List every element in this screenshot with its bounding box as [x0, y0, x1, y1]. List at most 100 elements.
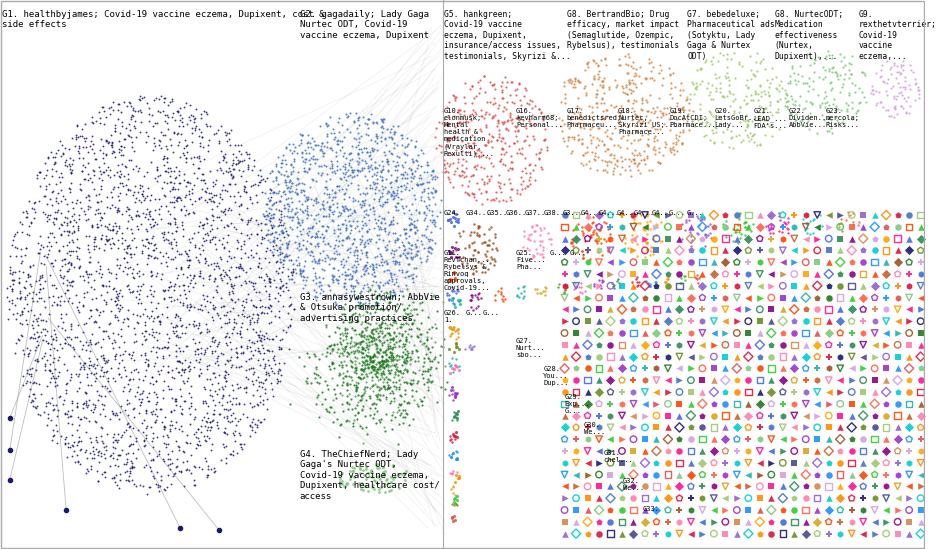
Text: G26.
1.: G26. 1. [444, 310, 461, 323]
Point [429, 306, 445, 315]
Point [46, 432, 61, 440]
Point [152, 405, 167, 414]
Point [443, 368, 458, 377]
Point [440, 378, 455, 386]
Point [614, 114, 629, 122]
Point [155, 285, 170, 294]
Point [188, 338, 203, 347]
Point [867, 340, 883, 349]
Point [71, 298, 86, 307]
Point [913, 388, 928, 396]
Point [339, 289, 354, 298]
Point [635, 105, 650, 114]
Point [308, 269, 323, 278]
Point [770, 107, 786, 116]
Point [466, 270, 481, 279]
Point [149, 377, 164, 385]
Point [109, 481, 124, 490]
Point [712, 48, 728, 57]
Point [95, 281, 110, 290]
Point [575, 222, 590, 231]
Point [641, 166, 656, 175]
Point [819, 55, 834, 64]
Point [867, 458, 883, 467]
Point [287, 278, 302, 287]
Point [533, 241, 548, 250]
Point [368, 137, 383, 146]
Point [311, 238, 326, 247]
Point [420, 378, 435, 387]
Point [212, 190, 227, 199]
Point [808, 56, 823, 65]
Point [672, 128, 687, 137]
Point [284, 205, 299, 214]
Point [466, 265, 481, 273]
Point [765, 229, 780, 238]
Point [449, 389, 465, 398]
Point [282, 300, 297, 309]
Point [615, 270, 630, 278]
Point [449, 363, 465, 372]
Point [447, 478, 463, 487]
Point [64, 405, 79, 414]
Point [262, 169, 277, 177]
Point [448, 389, 464, 398]
Point [111, 484, 126, 492]
Point [355, 284, 370, 293]
Point [163, 177, 179, 186]
Point [370, 393, 385, 402]
Point [896, 60, 911, 69]
Point [94, 400, 109, 408]
Point [133, 108, 148, 116]
Point [48, 215, 64, 223]
Point [401, 163, 416, 172]
Point [383, 355, 398, 364]
Point [172, 347, 187, 356]
Point [304, 379, 319, 388]
Point [312, 282, 327, 291]
Point [672, 517, 687, 526]
Point [45, 369, 60, 378]
Point [604, 100, 619, 109]
Point [113, 142, 128, 151]
Point [693, 212, 708, 221]
Point [360, 147, 375, 156]
Point [639, 239, 655, 248]
Point [611, 118, 626, 127]
Point [395, 170, 410, 178]
Point [320, 253, 335, 261]
Point [446, 495, 462, 504]
Point [160, 302, 175, 311]
Point [782, 79, 797, 87]
Point [63, 216, 78, 225]
Point [330, 181, 345, 190]
Point [133, 397, 148, 406]
Point [388, 369, 403, 378]
Point [794, 72, 809, 81]
Point [737, 126, 752, 135]
Point [248, 376, 263, 384]
Point [162, 164, 178, 172]
Point [229, 379, 244, 388]
Point [80, 340, 95, 349]
Point [299, 376, 314, 385]
Point [733, 230, 749, 239]
Point [276, 220, 291, 229]
Point [201, 326, 217, 335]
Point [228, 362, 243, 371]
Point [309, 232, 324, 240]
Point [353, 132, 369, 141]
Point [487, 229, 503, 238]
Point [278, 249, 294, 258]
Point [322, 402, 337, 411]
Point [887, 104, 902, 113]
Point [740, 83, 755, 92]
Point [592, 388, 607, 396]
Point [6, 268, 21, 277]
Point [471, 222, 486, 231]
Point [105, 225, 121, 233]
Point [245, 325, 260, 334]
Point [595, 77, 610, 86]
Point [592, 517, 607, 526]
Point [377, 257, 392, 266]
